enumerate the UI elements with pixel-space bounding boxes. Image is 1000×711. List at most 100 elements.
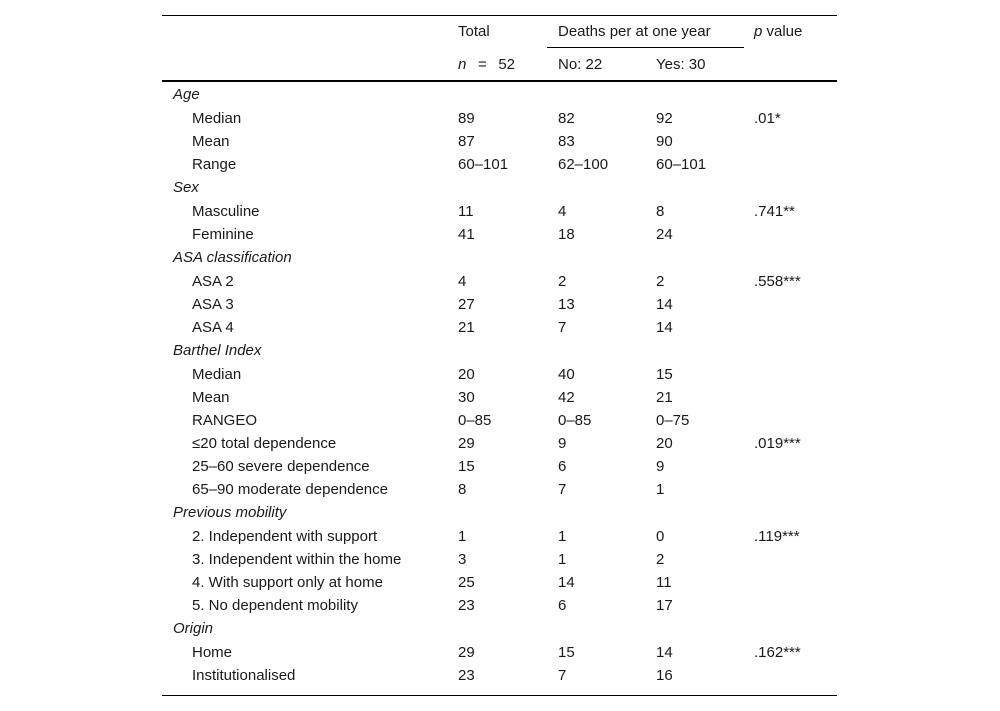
cell-total: 27 xyxy=(458,296,475,313)
table-row: ASA 2 4 2 2 .558*** xyxy=(162,270,837,293)
cell-total: 87 xyxy=(458,133,475,150)
cell-no: 7 xyxy=(558,319,567,336)
cell-yes: 14 xyxy=(656,296,673,313)
header-no: No: 22 xyxy=(558,56,603,73)
row-label: Mean xyxy=(192,389,230,406)
cell-yes: 11 xyxy=(656,574,672,591)
cell-no: 83 xyxy=(558,133,575,150)
cell-total: 41 xyxy=(458,226,475,243)
table-row: 3. Independent within the home 3 1 2 xyxy=(162,548,837,571)
table-row: Range 60–101 62–100 60–101 xyxy=(162,153,837,176)
header-total: Total xyxy=(458,23,490,40)
row-label: Home xyxy=(192,644,233,661)
group-title: Sex xyxy=(173,179,199,196)
group-title: Previous mobility xyxy=(173,504,287,521)
table-row: ASA 3 27 13 14 xyxy=(162,293,837,316)
cell-total: 21 xyxy=(458,319,475,336)
cell-yes: 15 xyxy=(656,366,673,383)
cell-yes: 20 xyxy=(656,435,673,452)
cell-no: 1 xyxy=(558,551,567,568)
table-row: Mean 87 83 90 xyxy=(162,130,837,153)
cell-total: 25 xyxy=(458,574,475,591)
cell-no: 2 xyxy=(558,273,567,290)
header-n-eq: = xyxy=(477,56,487,73)
header-p-italic: p xyxy=(754,23,763,40)
row-label: Median xyxy=(192,366,242,383)
row-label: 25–60 severe dependence xyxy=(192,458,370,475)
header-p-rest: value xyxy=(762,23,803,40)
header-p-value: p value xyxy=(754,23,802,41)
row-label: Institutionalised xyxy=(192,667,296,684)
cell-no: 0–85 xyxy=(558,412,592,429)
cell-p-value: .741** xyxy=(754,203,795,220)
cell-no: 7 xyxy=(558,667,567,684)
cell-yes: 14 xyxy=(656,319,673,336)
table-row: 4. With support only at home 25 14 11 xyxy=(162,571,837,594)
row-label: 4. With support only at home xyxy=(192,574,383,591)
group-header-row: Origin xyxy=(162,617,837,641)
cell-p-value: .119*** xyxy=(754,528,800,545)
cell-yes: 92 xyxy=(656,110,673,127)
group-header-row: Age xyxy=(162,83,837,107)
table-row: RANGEO 0–85 0–85 0–75 xyxy=(162,409,837,432)
row-label: RANGEO xyxy=(192,412,258,429)
row-label: ASA 2 xyxy=(192,273,234,290)
cell-yes: 2 xyxy=(656,273,665,290)
cell-no: 42 xyxy=(558,389,575,406)
header-deaths: Deaths per at one year xyxy=(558,23,711,40)
row-label: ≤20 total dependence xyxy=(192,435,337,452)
cell-yes: 2 xyxy=(656,551,665,568)
cell-yes: 0–75 xyxy=(656,412,690,429)
cell-yes: 8 xyxy=(656,203,665,220)
cell-total: 8 xyxy=(458,481,467,498)
table-row: 2. Independent with support 1 1 0 .119*** xyxy=(162,525,837,548)
cell-total: 0–85 xyxy=(458,412,492,429)
header-n: n = 52 xyxy=(458,56,515,74)
cell-no: 1 xyxy=(558,528,567,545)
row-label: Feminine xyxy=(192,226,254,243)
table-row: Feminine 41 18 24 xyxy=(162,223,837,246)
row-label: Mean xyxy=(192,133,230,150)
cell-total: 3 xyxy=(458,551,467,568)
cell-total: 1 xyxy=(458,528,467,545)
group-header-row: Previous mobility xyxy=(162,501,837,525)
cell-yes: 90 xyxy=(656,133,673,150)
group-header-row: Sex xyxy=(162,176,837,200)
cell-yes: 24 xyxy=(656,226,673,243)
table-row: Masculine 11 4 8 .741** xyxy=(162,200,837,223)
table-row: Institutionalised 23 7 16 xyxy=(162,664,837,687)
cell-total: 60–101 xyxy=(458,156,509,173)
row-label: 3. Independent within the home xyxy=(192,551,402,568)
header-n-label: n xyxy=(458,56,467,73)
cell-no: 6 xyxy=(558,458,567,475)
cell-p-value: .162*** xyxy=(754,644,801,661)
cell-p-value: .019*** xyxy=(754,435,801,452)
cell-no: 40 xyxy=(558,366,575,383)
cell-yes: 1 xyxy=(656,481,665,498)
cell-no: 15 xyxy=(558,644,575,661)
group-header-row: ASA classification xyxy=(162,246,837,270)
cell-yes: 16 xyxy=(656,667,673,684)
table-row: 5. No dependent mobility 23 6 17 xyxy=(162,594,837,617)
row-label: 5. No dependent mobility xyxy=(192,597,358,614)
row-label: Masculine xyxy=(192,203,260,220)
cell-no: 14 xyxy=(558,574,575,591)
row-label: ASA 4 xyxy=(192,319,234,336)
cell-total: 29 xyxy=(458,435,475,452)
cell-no: 9 xyxy=(558,435,567,452)
table-row: 25–60 severe dependence 15 6 9 xyxy=(162,455,837,478)
cell-no: 13 xyxy=(558,296,575,313)
top-rule xyxy=(162,15,837,16)
cell-no: 18 xyxy=(558,226,575,243)
cell-yes: 14 xyxy=(656,644,673,661)
cell-no: 7 xyxy=(558,481,567,498)
header-rule xyxy=(162,80,837,82)
table-row: Mean 30 42 21 xyxy=(162,386,837,409)
table-row: Median 20 40 15 xyxy=(162,363,837,386)
table-row: 65–90 moderate dependence 8 7 1 xyxy=(162,478,837,501)
row-label: 2. Independent with support xyxy=(192,528,378,545)
table-body: Age Median 89 82 92.01* Mean 87 83 90 Range 60–101… xyxy=(162,83,837,687)
group-header-row: Barthel Index xyxy=(162,339,837,363)
cell-total: 89 xyxy=(458,110,475,127)
table-row: Home 29 15 14 .162*** xyxy=(162,641,837,664)
